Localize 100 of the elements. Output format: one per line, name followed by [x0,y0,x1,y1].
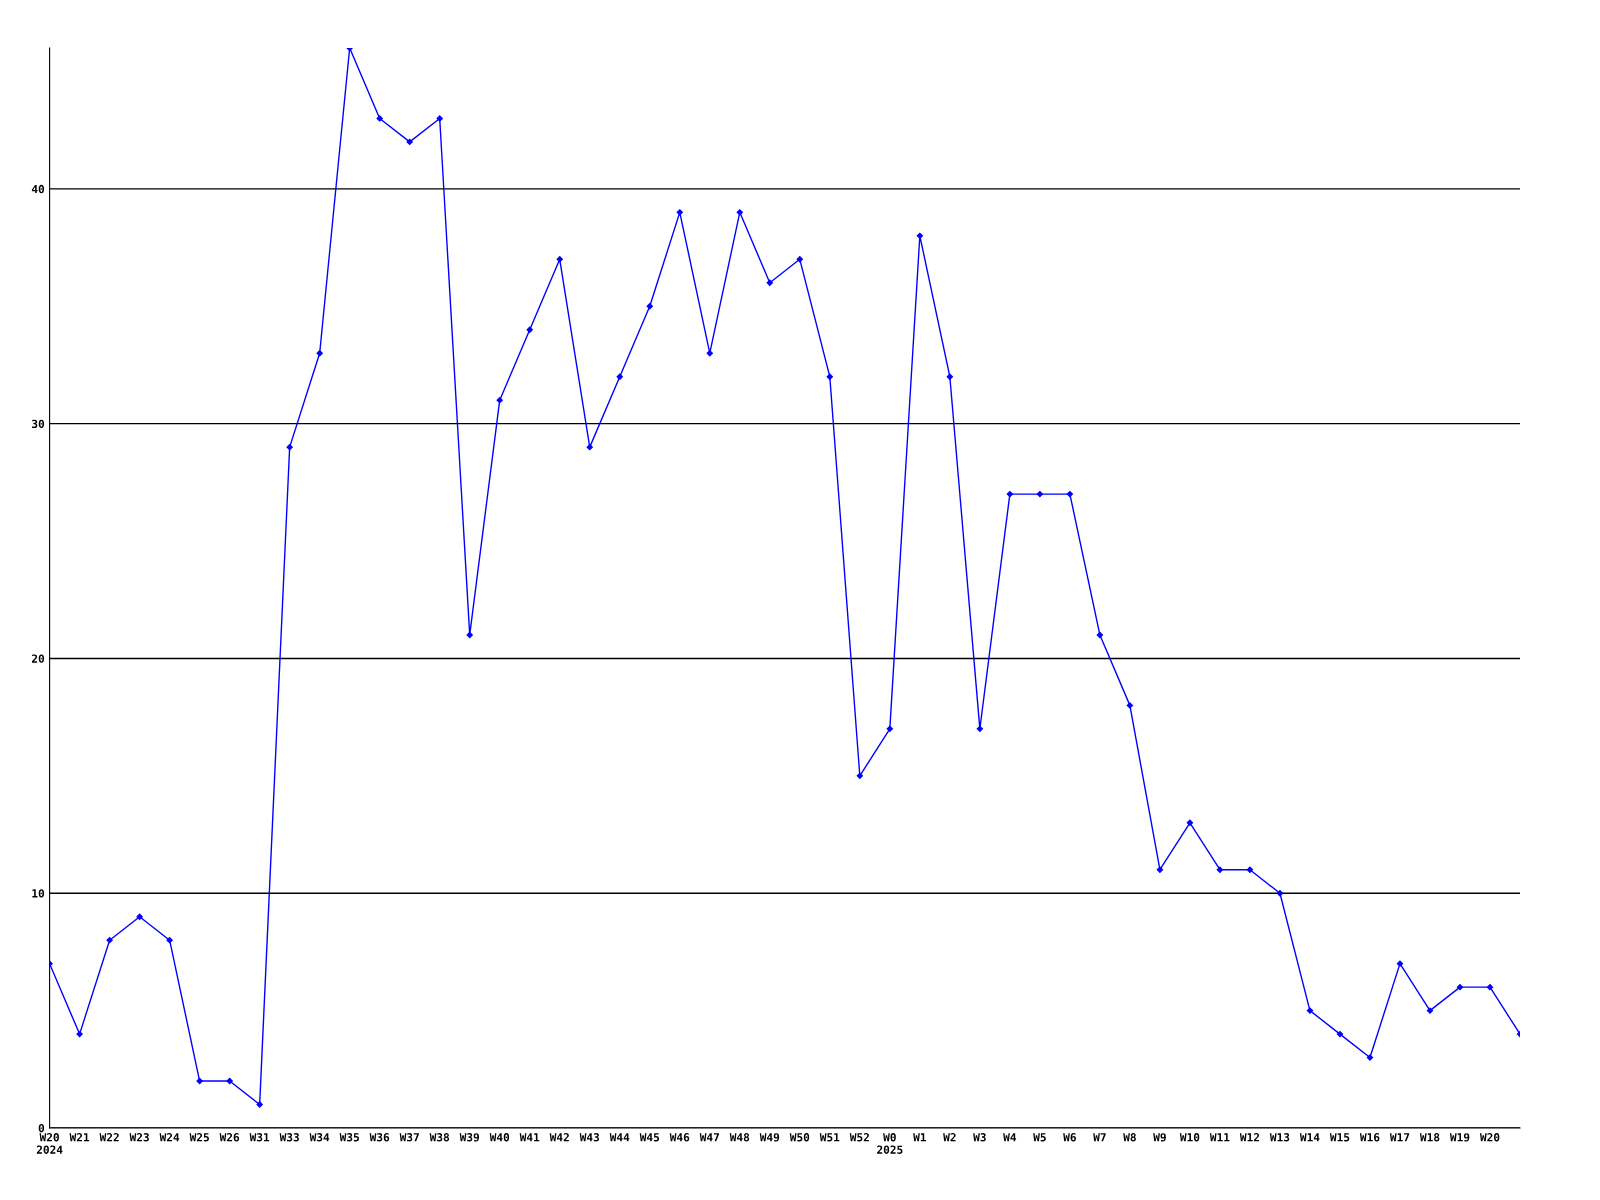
point [316,350,323,357]
point [856,772,863,779]
point [1186,819,1194,826]
x-tick-label: W49 [759,1133,780,1142]
y-tick-label: 10 [32,889,45,898]
point [1246,866,1254,873]
x-tick-label: W51 [819,1133,840,1142]
y-tick-label: 0 [38,1123,45,1133]
x-tick-label: W43 [579,1133,600,1142]
point [676,209,683,216]
x-tick-label: W31 [249,1133,270,1142]
x-tick-label: W20 2024 [36,1133,63,1154]
point [556,256,563,263]
x-tick-label: W17 [1389,1133,1410,1142]
point [1216,866,1224,873]
x-tick-label: W4 [1003,1133,1017,1142]
x-tick-label: W42 [549,1133,569,1142]
x-tick-label: W15 [1329,1133,1350,1142]
point [1456,983,1464,991]
x-tick-label: W12 [1239,1133,1260,1142]
x-tick-label: W0 2025 [877,1133,903,1154]
point [256,1101,263,1108]
x-tick-label: W6 [1063,1133,1076,1142]
point [736,209,743,216]
x-tick-label: W45 [639,1133,660,1142]
point [946,373,953,380]
point [106,937,113,944]
x-tick-label: W13 [1269,1133,1290,1142]
x-tick-label: W11 [1209,1133,1230,1142]
point [1306,1007,1314,1014]
x-tick-label: W10 [1179,1133,1200,1142]
x-tick-label: W9 [1153,1133,1166,1142]
x-tick-label: W19 [1449,1133,1470,1142]
point [916,232,923,239]
point [1006,490,1014,498]
point [166,937,173,944]
point [586,443,593,451]
point [466,631,473,639]
x-tick-label: W38 [429,1133,450,1142]
point [1156,866,1164,873]
y-tick-label: 40 [31,184,45,194]
point [1336,1030,1344,1038]
point [646,303,653,310]
point [886,725,893,733]
x-tick-label: W26 [219,1133,240,1142]
point [1366,1054,1374,1061]
x-tick-label: W48 [729,1133,750,1142]
point [226,1077,233,1085]
point [136,913,143,920]
point [76,1030,83,1038]
x-tick-label: W14 [1299,1133,1320,1142]
point [1126,702,1134,709]
x-tick-label: W16 [1359,1133,1380,1142]
point [496,397,503,404]
point [1396,960,1404,967]
x-tick-label: W24 [159,1133,180,1142]
point [1036,490,1044,498]
x-tick-label: W22 [99,1133,119,1142]
x-tick-label: W52 [849,1133,869,1142]
x-tick-label: W1 [913,1133,926,1142]
x-tick-label: W8 [1123,1133,1136,1142]
x-tick-label: W3 [973,1133,986,1142]
point [196,1077,203,1085]
point [976,725,984,733]
y-tick-label: 30 [32,419,45,429]
x-tick-label: W21 [69,1133,90,1142]
x-tick-label: W33 [279,1133,299,1142]
point [376,115,383,122]
point [616,373,623,380]
x-tick-label: W36 [369,1133,390,1142]
x-tick-label: W20 [1479,1133,1500,1142]
x-tick-label: W46 [669,1133,690,1142]
y-tick-label: 20 [31,654,45,663]
point [526,326,533,333]
point [1426,1007,1434,1014]
x-tick-label: W40 [489,1133,510,1142]
x-tick-label: W5 [1033,1133,1046,1142]
point [766,279,773,286]
x-tick-label: W34 [309,1133,330,1142]
point [1096,631,1104,639]
point [1276,890,1284,897]
point [706,350,713,357]
x-tick-label: W7 [1093,1133,1106,1142]
x-tick-label: W23 [129,1133,149,1142]
x-tick-label: W25 [189,1133,209,1142]
x-tick-label: W2 [943,1133,956,1142]
x-tick-label: W39 [459,1133,480,1142]
x-tick-label: W44 [609,1133,630,1142]
point [436,115,443,122]
x-tick-label: W37 [399,1133,419,1142]
point [406,138,413,146]
x-tick-label: W50 [789,1133,810,1142]
x-tick-label: W18 [1419,1133,1440,1142]
point [1066,490,1074,498]
x-tick-label: W35 [339,1133,359,1142]
x-tick-label: W47 [699,1133,719,1142]
point [796,256,803,263]
point [1486,983,1494,991]
x-tick-label: W41 [519,1133,540,1142]
point [826,373,833,380]
